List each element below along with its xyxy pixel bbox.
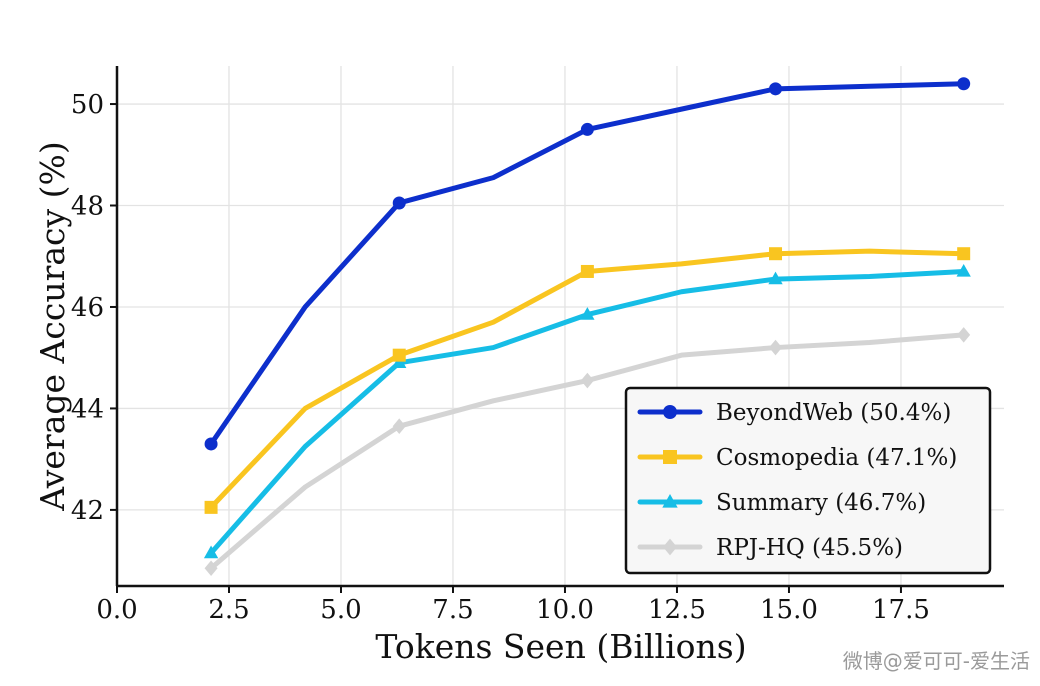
- data-point-rpj-hq: [580, 372, 594, 389]
- data-point-beyondweb: [769, 82, 783, 96]
- data-point-beyondweb: [957, 77, 971, 91]
- data-point-rpj-hq: [957, 327, 971, 343]
- x-tick-label: 17.5: [872, 595, 930, 625]
- series-lines: [203, 77, 971, 577]
- axes: [110, 66, 1004, 593]
- series-beyondweb: [204, 77, 971, 451]
- data-point-summary: [580, 307, 595, 320]
- legend-entry-beyondweb: BeyondWeb (50.4%): [637, 400, 951, 426]
- legend-label: BeyondWeb (50.4%): [716, 400, 951, 426]
- legend-marker: [663, 405, 677, 419]
- series-cosmopedia: [204, 247, 971, 514]
- series-summary: [203, 263, 971, 559]
- legend: BeyondWeb (50.4%) Cosmopedia (47.1%) Summa…: [624, 386, 992, 575]
- y-axis-label: Average Accuracy (%): [33, 141, 72, 511]
- y-tick-label: 44: [71, 394, 104, 424]
- x-tick-label: 7.5: [432, 595, 473, 625]
- data-point-summary: [956, 263, 971, 277]
- x-tick-label: 15.0: [760, 595, 818, 625]
- data-point-cosmopedia: [957, 247, 971, 261]
- y-tick-label: 42: [71, 496, 104, 526]
- legend-box: [624, 386, 992, 575]
- x-axis-label: Tokens Seen (Billions): [375, 627, 746, 666]
- x-tick-label: 2.5: [208, 595, 249, 625]
- tick-labels: 0.0 2.5 5.0 7.5 10.0 12.5 15.0 17.5 42 44 46 48 50: [71, 90, 930, 625]
- legend-label: RPJ-HQ (45.5%): [716, 535, 903, 561]
- data-point-rpj-hq: [392, 418, 406, 434]
- x-tick-label: 5.0: [320, 595, 361, 625]
- data-point-cosmopedia: [580, 264, 594, 278]
- data-point-beyondweb: [392, 196, 406, 210]
- legend-label: Summary (46.7%): [716, 490, 926, 516]
- watermark: 微博@爱可可-爱生活: [843, 649, 1030, 673]
- x-tick-label: 0.0: [96, 595, 137, 625]
- series-rpj-hq: [204, 327, 971, 577]
- legend-marker: [663, 450, 677, 464]
- data-point-summary: [768, 271, 783, 285]
- data-point-summary: [203, 545, 219, 559]
- legend-label: Cosmopedia (47.1%): [716, 445, 957, 471]
- x-tick-label: 12.5: [648, 595, 706, 625]
- data-point-cosmopedia: [769, 247, 783, 261]
- data-point-cosmopedia: [392, 348, 406, 362]
- legend-marker: [663, 538, 677, 556]
- data-point-rpj-hq: [769, 339, 783, 356]
- data-point-beyondweb: [580, 122, 594, 136]
- data-point-cosmopedia: [204, 500, 218, 514]
- y-tick-label: 50: [71, 90, 104, 120]
- x-tick-label: 10.0: [536, 595, 594, 625]
- y-tick-label: 48: [71, 192, 104, 222]
- legend-entry-summary: Summary (46.7%): [637, 490, 926, 516]
- y-tick-label: 46: [71, 293, 104, 323]
- data-point-rpj-hq: [204, 560, 218, 577]
- legend-entry-rpj-hq: RPJ-HQ (45.5%): [637, 535, 903, 561]
- legend-marker: [662, 493, 678, 508]
- legend-entry-cosmopedia: Cosmopedia (47.1%): [637, 445, 957, 471]
- data-point-beyondweb: [204, 437, 218, 451]
